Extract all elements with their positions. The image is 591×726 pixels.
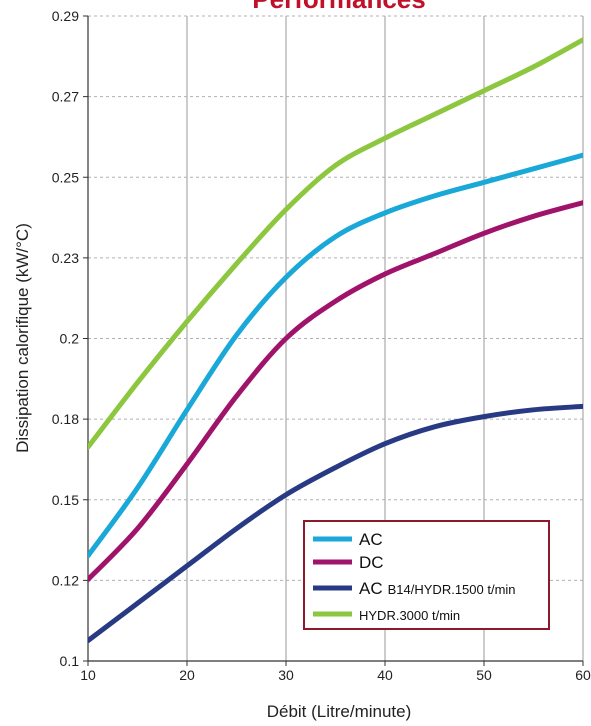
y-tick-label: 0.29 (52, 8, 79, 24)
tick-labels: 10 20 30 40 50 60 0.1 0.12 0.15 0.18 0.2 0.23 0.25 0.… (52, 8, 591, 683)
y-tick-label: 0.27 (52, 89, 79, 105)
y-tick-label: 0.25 (52, 169, 79, 185)
legend-label-3: AC B14/HYDR.1500 t/min (359, 579, 516, 598)
series-lines (88, 37, 583, 644)
y-tick-label: 0.15 (52, 492, 79, 508)
legend-label-2: DC (359, 553, 384, 572)
legend-label-1: AC (359, 530, 383, 549)
series-line-4 (88, 37, 583, 450)
chart-title: Performances (252, 0, 425, 14)
y-tick-label: 0.1 (60, 653, 80, 669)
x-tick-label: 40 (377, 667, 393, 683)
x-tick-label: 20 (179, 667, 195, 683)
x-tick-label: 30 (278, 667, 294, 683)
x-tick-label: 10 (80, 667, 96, 683)
x-tick-label: 50 (476, 667, 492, 683)
y-tick-label: 0.12 (52, 572, 79, 588)
legend: AC DC AC B14/HYDR.1500 t/min HYDR.3000 t/min (303, 520, 550, 630)
series-line-2 (88, 200, 583, 582)
y-axis-label: Dissipation calorifique (kW/°C) (13, 223, 32, 453)
y-tick-label: 0.2 (60, 331, 80, 347)
x-axis-label: Débit (Litre/minute) (267, 702, 412, 721)
y-tick-label: 0.18 (52, 411, 79, 427)
legend-label-4: HYDR.3000 t/min (359, 608, 460, 623)
x-tick-label: 60 (575, 667, 591, 683)
legend-label-main: AC (359, 579, 383, 598)
y-tick-label: 0.23 (52, 250, 79, 266)
legend-label-suffix: B14/HYDR.1500 t/min (388, 582, 516, 597)
series-line-1 (88, 152, 583, 559)
series-line-3 (88, 403, 583, 644)
